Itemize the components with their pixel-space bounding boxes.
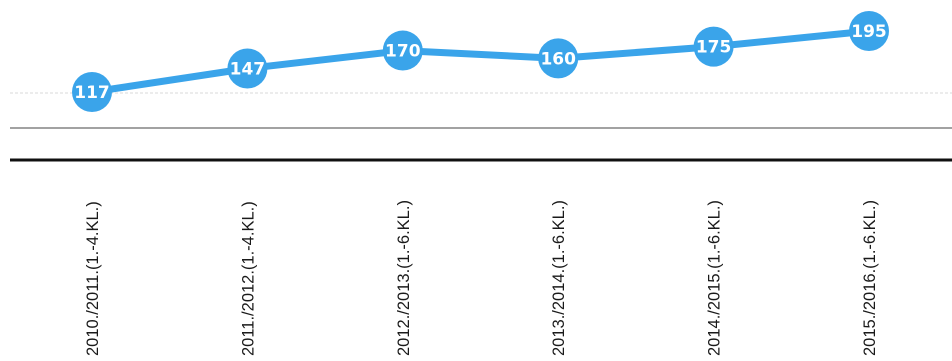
data-point-marker <box>538 38 579 79</box>
x-tick-label: 2011./2012.(1.-4.KL.) <box>239 201 257 356</box>
data-point-marker <box>849 11 889 51</box>
series-layer: 117 147 170 160 175 195 <box>72 11 889 112</box>
data-label: 175 <box>696 38 732 58</box>
series-line <box>88 27 873 96</box>
data-label: 117 <box>74 83 110 103</box>
data-point-marker <box>382 30 423 71</box>
x-tick-label: 2013./2014.(1.-6.KL.) <box>550 200 568 356</box>
x-tick-label: 2015./2016.(1.-6.KL.) <box>861 200 879 356</box>
data-label: 147 <box>230 60 266 80</box>
data-point-marker <box>72 72 112 112</box>
x-axis-labels: 2010./2011.(1.-4.KL.) 2011./2012.(1.-4.KL… <box>84 200 879 356</box>
data-point-marker <box>693 26 734 67</box>
data-label: 170 <box>385 42 421 62</box>
data-point-marker <box>227 48 268 89</box>
data-label: 195 <box>851 22 887 42</box>
x-tick-label: 2012./2013.(1.-6.KL.) <box>395 200 413 356</box>
x-tick-label: 2010./2011.(1.-4.KL.) <box>84 201 102 356</box>
x-tick-label: 2014./2015.(1.-6.KL.) <box>706 200 724 356</box>
data-label: 160 <box>540 49 576 69</box>
gridlines <box>10 92 952 162</box>
